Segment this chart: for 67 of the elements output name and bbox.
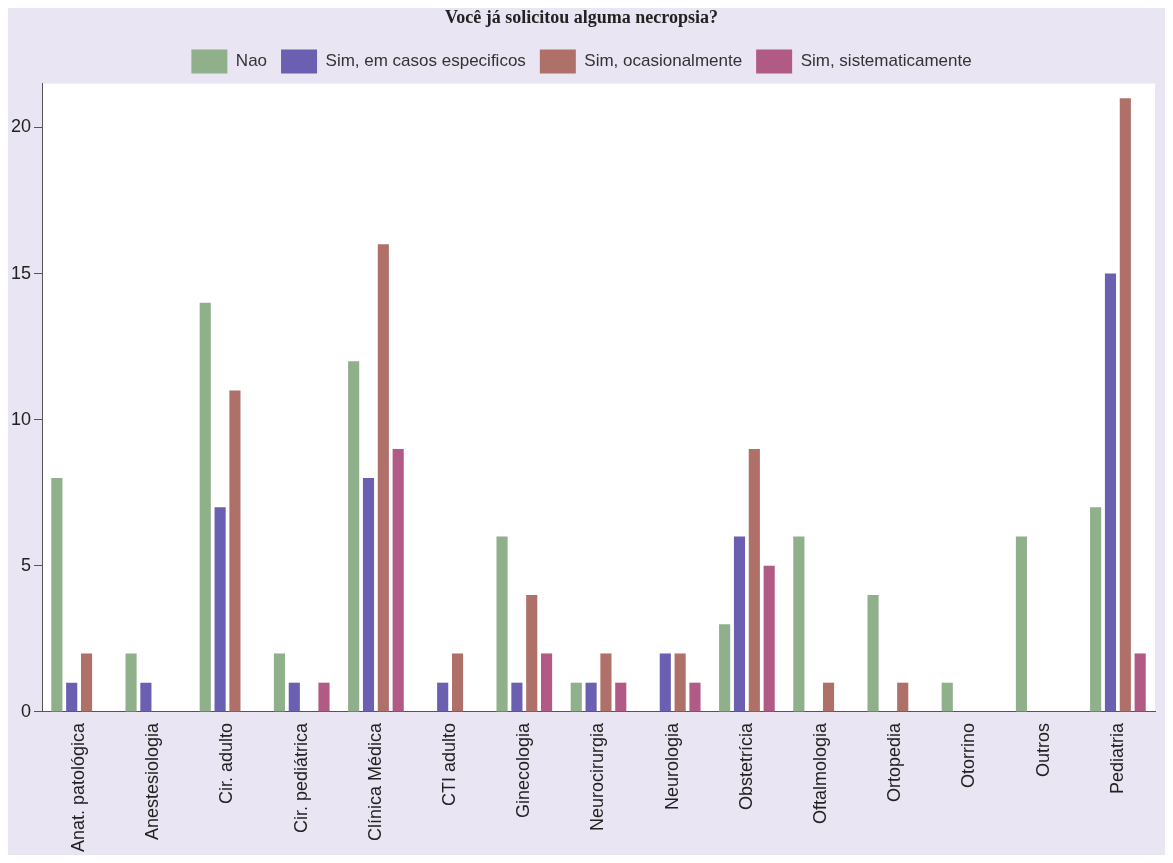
bar — [570, 682, 582, 712]
bar — [748, 448, 760, 712]
bar — [392, 448, 404, 712]
bar — [273, 653, 286, 712]
x-tick-label: Neurologia — [661, 721, 682, 810]
x-tick-label: Cir. pediátrica — [290, 721, 311, 833]
bar — [689, 682, 701, 712]
y-tick-label: 10 — [10, 408, 32, 429]
legend-label: Sim, em casos especificos — [325, 51, 526, 71]
legend-label: Sim, sistematicamente — [800, 51, 972, 71]
bar — [793, 536, 805, 712]
bar — [199, 302, 211, 712]
bar — [377, 244, 389, 712]
bar — [1015, 536, 1028, 712]
y-tick-label: 0 — [21, 700, 32, 721]
bar — [1104, 273, 1117, 712]
bar — [541, 653, 553, 712]
y-tick-label: 20 — [10, 116, 32, 137]
bar — [511, 682, 523, 712]
x-tick-label: Ortopedia — [884, 721, 905, 802]
y-tick-label: 5 — [21, 554, 32, 575]
bar — [1090, 507, 1102, 712]
bar — [600, 653, 612, 712]
bar — [362, 478, 375, 712]
bar — [585, 682, 597, 712]
bar — [867, 595, 879, 712]
x-tick-label: Neurocirurgia — [587, 721, 608, 831]
bar — [451, 653, 464, 712]
bar — [1134, 653, 1146, 712]
bar — [318, 682, 330, 712]
bar — [140, 682, 152, 712]
bar — [941, 682, 953, 712]
x-tick-label: Anat. patológica — [68, 721, 89, 852]
bar — [80, 653, 93, 712]
x-tick-label: Ginecologia — [513, 721, 534, 818]
x-tick-label: Cir. adulto — [216, 722, 237, 804]
bar — [733, 536, 746, 712]
bar — [615, 682, 627, 712]
bar — [763, 565, 775, 712]
bar — [125, 653, 137, 712]
x-tick-label: Otorrino — [958, 722, 979, 788]
x-tick-label: Oftalmologia — [810, 721, 831, 824]
bar — [897, 682, 909, 712]
bar — [496, 536, 508, 712]
bar — [348, 361, 360, 712]
chart-title: Você já solicitou alguma necropsia? — [445, 7, 718, 28]
legend-label: Sim, ocasionalmente — [584, 51, 743, 71]
bar — [674, 653, 686, 712]
y-tick-label: 15 — [10, 262, 32, 283]
bar — [66, 682, 78, 712]
bar — [51, 478, 63, 712]
bar — [719, 624, 731, 712]
x-tick-label: Obstetrícia — [735, 721, 756, 810]
bar — [822, 682, 835, 712]
x-tick-label: CTI adulto — [439, 722, 460, 806]
bar — [659, 653, 671, 712]
bar — [526, 595, 538, 712]
bar — [229, 390, 241, 712]
legend-label: Nao — [235, 51, 268, 71]
x-tick-label: Outros — [1032, 722, 1053, 777]
bar — [288, 682, 300, 712]
x-tick-label: Clínica Médica — [364, 721, 385, 841]
x-tick-label: Pediatria — [1106, 721, 1127, 794]
x-tick-label: Anestesiologia — [142, 721, 163, 840]
bar — [437, 682, 449, 712]
bar — [1119, 98, 1131, 712]
bar — [214, 507, 226, 712]
